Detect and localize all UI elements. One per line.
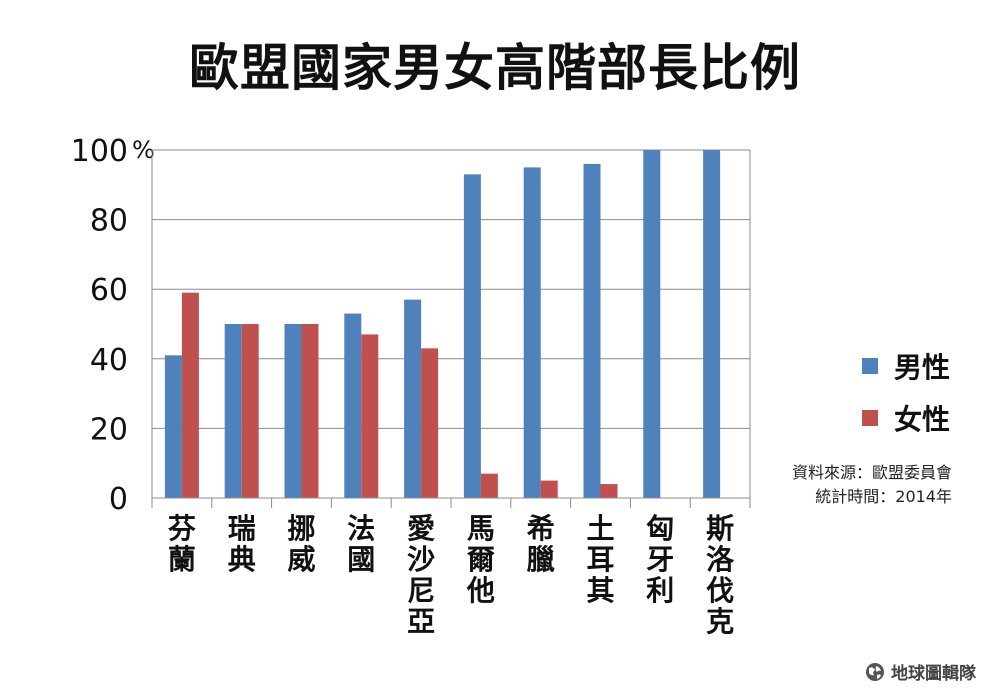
legend-label-male: 男性 [894,351,951,384]
y-tick-label: 100 [71,134,128,169]
source-note: 資料來源：歐盟委員會 [791,463,952,482]
y-tick-label: 80 [90,204,128,239]
x-category-label: 土耳其 [586,512,614,607]
bar-female [421,348,439,498]
chart-title: 歐盟國家男女高階部長比例 [189,39,801,97]
x-category-label: 斯洛伐克 [706,512,735,638]
x-category-label: 法國 [347,512,375,576]
y-tick-label: 60 [90,273,128,308]
bar-male [583,163,601,499]
x-category-label: 愛沙尼亞 [407,512,435,638]
bar-male [344,313,362,498]
y-tick-label: 20 [90,412,128,447]
y-tick-label: 0 [109,482,128,517]
bar-male [703,150,721,498]
bar-female [540,480,558,498]
x-category-label: 希臘 [527,512,555,576]
bar-female [361,334,379,498]
bar-male [463,174,481,499]
y-tick-label: 40 [90,343,128,378]
watermark-text: 地球圖輯隊 [891,664,976,684]
x-category-label: 馬爾他 [466,512,495,607]
bar-male [164,355,182,498]
y-unit-label: % [132,136,155,164]
bar-female [301,324,319,498]
x-category-label: 瑞典 [228,512,256,576]
x-category-label: 匈牙利 [646,512,674,607]
bar-female [181,292,199,498]
legend-swatch-female [862,410,878,426]
bar-female [480,473,498,498]
bar-male [643,150,661,498]
bar-male [284,324,302,498]
legend-item-male: 男性 [862,348,972,384]
legend-label-female: 女性 [894,403,951,436]
bar-female [241,324,259,498]
legend-swatch-male [862,358,878,374]
legend-item-female: 女性 [862,400,972,436]
bar-female [600,484,618,498]
x-category-label: 挪威 [287,512,315,576]
bar-male [523,167,541,498]
globe-icon [866,662,884,681]
source-date: 統計時間：2014年 [815,487,952,506]
bar-layer [164,150,721,499]
watermark: 地球圖輯隊 [865,659,976,684]
bar-male [224,324,242,498]
bar-male [404,299,422,498]
x-category-label: 芬蘭 [168,512,196,576]
